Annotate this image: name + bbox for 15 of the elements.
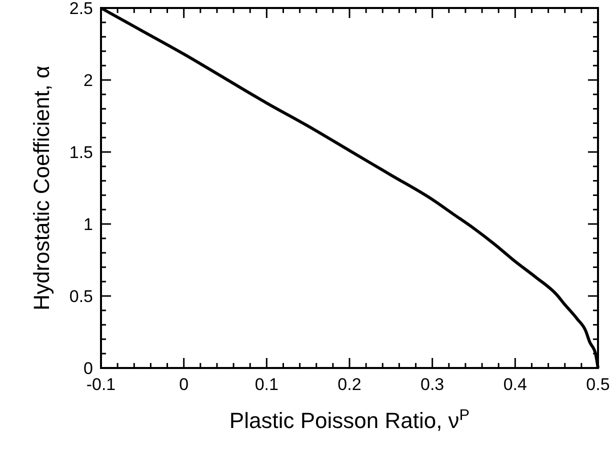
y-axis-title: Hydrostatic Coefficient, α — [29, 65, 54, 310]
y-tick-label: 2.5 — [69, 0, 93, 18]
y-tick-label: 1.5 — [69, 142, 93, 162]
x-tick-label: 0.3 — [420, 375, 444, 394]
y-tick-label: 2 — [84, 70, 93, 90]
x-tick-label: 0.2 — [338, 375, 362, 394]
x-tick-label: 0.5 — [586, 375, 610, 394]
y-tick-label: 0 — [84, 358, 93, 378]
x-tick-label: 0.4 — [503, 375, 527, 394]
x-tick-label: 0.1 — [254, 375, 278, 394]
x-tick-label: -0.1 — [86, 375, 116, 394]
y-tick-label: 1 — [84, 214, 93, 234]
x-axis-title: Plastic Poisson Ratio, ν$^{P}$ — [229, 406, 470, 433]
y-tick-label: 0.5 — [69, 286, 93, 306]
x-tick-label: 0 — [179, 375, 189, 394]
